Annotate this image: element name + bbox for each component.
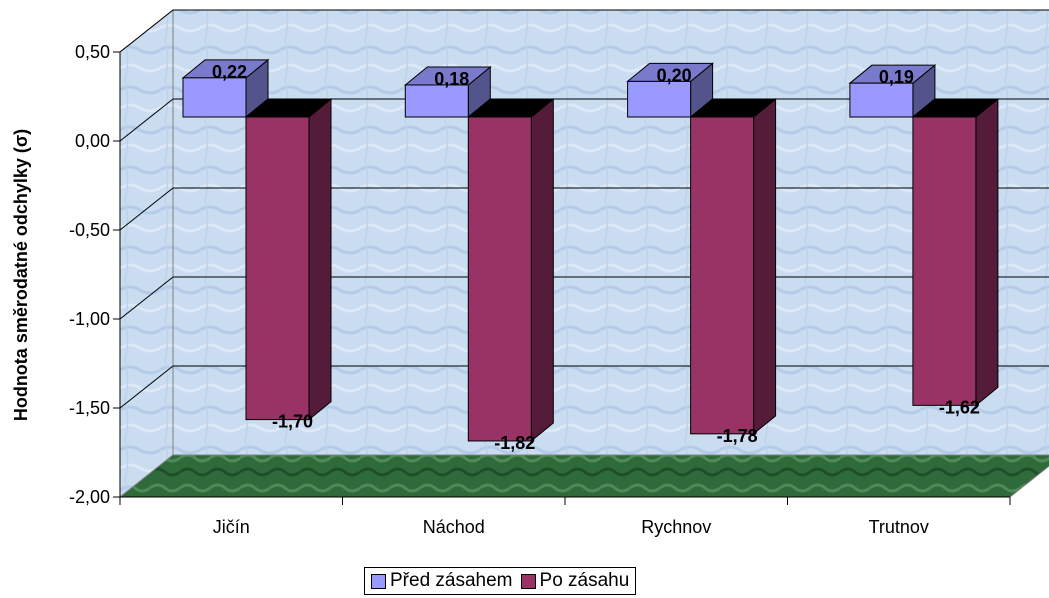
floor [118, 454, 1049, 498]
bar-side [308, 97, 332, 421]
y-tick-label: -2,00 [69, 487, 110, 507]
bar-before-2 [626, 62, 715, 119]
gridline-diag [119, 98, 174, 142]
y-tick-label: 0,00 [75, 131, 110, 151]
x-tick-label: Rychnov [641, 517, 711, 537]
bars [181, 58, 1000, 443]
legend-label-before: Před zásahem [390, 570, 513, 591]
bar-before-0 [181, 58, 270, 119]
bar-front [849, 82, 914, 118]
legend-item-before: Před zásahem [371, 570, 513, 592]
bar-front [245, 116, 310, 421]
legend-label-after: Po zásahu [539, 570, 630, 591]
data-label: 0,18 [434, 69, 469, 89]
bar-front [182, 77, 247, 118]
legend-swatch-before [371, 573, 386, 589]
data-label: -1,62 [939, 397, 980, 417]
data-label: -1,78 [717, 426, 758, 446]
x-tick-label: Náchod [423, 517, 485, 537]
data-label: -1,82 [494, 433, 535, 453]
data-label: -1,70 [272, 412, 313, 432]
gridline-diag [119, 187, 174, 231]
gridline-diag [119, 365, 174, 409]
legend-item-after: Po zásahu [520, 570, 630, 592]
legend: Před zásahem Po zásahu [364, 567, 637, 595]
gridline-diag [119, 9, 174, 53]
bar-front [912, 116, 977, 406]
gridline-diag [119, 276, 174, 320]
side-wall [119, 8, 174, 499]
x-axis: Jičín Náchod Rychnov Trutnov [119, 496, 1011, 537]
y-axis-label: Hodnota směrodatné odchylky (σ) [11, 129, 31, 421]
bar-after-3 [911, 97, 1000, 407]
bar-after-0 [244, 97, 333, 421]
legend-swatch-after [520, 573, 536, 589]
bar-before-1 [403, 65, 492, 119]
bar-side [975, 97, 999, 407]
bar-after-2 [689, 97, 778, 435]
data-label: 0,22 [212, 62, 247, 82]
y-tick-label: -0,50 [69, 220, 110, 240]
y-tick-label: 0,50 [75, 42, 110, 62]
bar-front [627, 80, 692, 118]
bar-front [404, 84, 469, 118]
data-labels: 0,22 -1,70 0,18 -1,82 0,20 -1,78 0,19 -1,62 [212, 62, 980, 453]
x-tick-label: Trutnov [869, 517, 929, 537]
data-label: 0,19 [879, 67, 914, 87]
y-tick-label: -1,00 [69, 309, 110, 329]
bar-side [753, 97, 777, 435]
data-label: 0,20 [657, 65, 692, 85]
bar-side [530, 97, 554, 443]
bar-after-1 [466, 97, 555, 443]
bar-front [690, 116, 755, 435]
y-axis: 0,50 0,00 -0,50 -1,00 -1,50 -2,00 [69, 42, 121, 507]
x-tick-label: Jičín [213, 517, 250, 537]
y-tick-label: -1,50 [69, 398, 110, 418]
bar-front [467, 116, 532, 442]
